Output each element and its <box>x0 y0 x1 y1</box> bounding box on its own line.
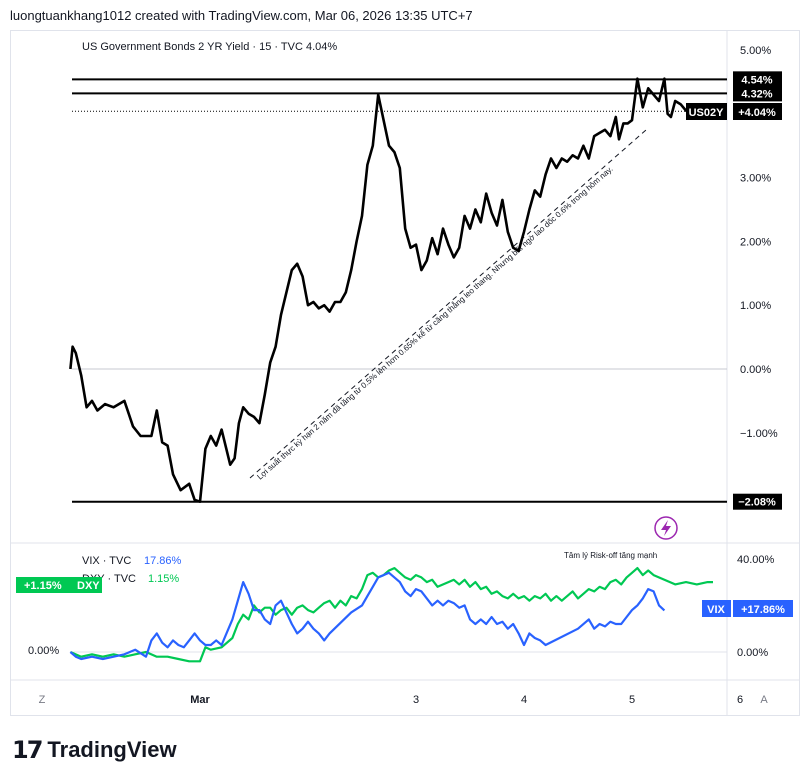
price-axis-tick-label: 2.00% <box>740 236 771 248</box>
price-axis-tick-label: 5.00% <box>740 45 771 57</box>
time-axis-label: 6 <box>737 694 743 706</box>
symbol-tag-bg <box>686 103 727 120</box>
main-legend[interactable]: US Government Bonds 2 YR Yield · 15 · TV… <box>82 41 337 53</box>
dxy-tag-symbol: DXY <box>77 580 100 592</box>
tradingview-logo[interactable]: 17 TradingView <box>12 736 177 764</box>
price-tag: +4.04% <box>738 107 776 119</box>
lower-axis-label-zero: 0.00% <box>737 647 768 659</box>
level-lines[interactable]: 4.54% 4.32% −2.08% <box>72 71 782 510</box>
price-axis-tick-label: −1.00% <box>740 428 778 440</box>
level-tag-bg <box>733 71 782 88</box>
price-axis-tick-label: 3.00% <box>740 173 771 185</box>
time-axis-label: 3 <box>413 694 419 706</box>
dxy-tag-bg <box>16 577 102 593</box>
annotation-trendline[interactable] <box>249 129 647 479</box>
vix-symbol-tag: VIX <box>707 604 725 616</box>
level-tag-bg <box>733 85 782 102</box>
price-axis-tick-label: 0.00% <box>740 364 771 376</box>
auto-scale-button[interactable]: A <box>760 694 768 706</box>
time-axis[interactable]: Mar34567 <box>190 694 809 706</box>
time-axis-label: Mar <box>190 694 210 706</box>
lightning-icon[interactable] <box>654 516 678 540</box>
vix-line[interactable] <box>69 571 666 661</box>
tradingview-logo-text: TradingView <box>47 737 177 762</box>
zoom-button[interactable]: Z <box>39 694 46 706</box>
lower-annotation[interactable]: Tâm lý Risk-off tăng mạnh <box>564 551 657 560</box>
chart-frame <box>10 30 800 716</box>
level-tag-bg <box>733 493 782 510</box>
lower-axis-label-top: 40.00% <box>737 554 775 566</box>
tradingview-logo-mark: 17 <box>12 736 43 764</box>
level-tag: −2.08% <box>738 497 776 509</box>
us02y-price-line[interactable] <box>69 77 724 504</box>
dxy-tag-value: +1.15% <box>24 580 62 592</box>
level-tag: 4.54% <box>741 74 772 86</box>
vix-value-tag-bg <box>733 600 793 617</box>
lower-left-axis-label: 0.00% <box>28 645 59 657</box>
vix-legend-label[interactable]: VIX · TVC <box>82 555 131 567</box>
level-tag: 4.32% <box>741 88 772 100</box>
annotation-text[interactable]: Lợi suất thực kỳ hạn 2 năm đã tăng từ 0.… <box>255 164 614 481</box>
symbol-tag: US02Y <box>689 107 725 119</box>
vix-symbol-tag-bg <box>702 600 731 617</box>
vix-value-tag: +17.86% <box>741 604 785 616</box>
price-tag-bg <box>733 103 782 120</box>
time-axis-label: 5 <box>629 694 635 706</box>
vix-legend-value: 17.86% <box>144 555 182 567</box>
time-axis-label: 4 <box>521 694 527 706</box>
chart-header: luongtuankhang1012 created with TradingV… <box>10 8 473 23</box>
dxy-legend-value: 1.15% <box>148 573 179 585</box>
dxy-line[interactable] <box>69 566 713 663</box>
price-axis-tick-label: 1.00% <box>740 300 771 312</box>
